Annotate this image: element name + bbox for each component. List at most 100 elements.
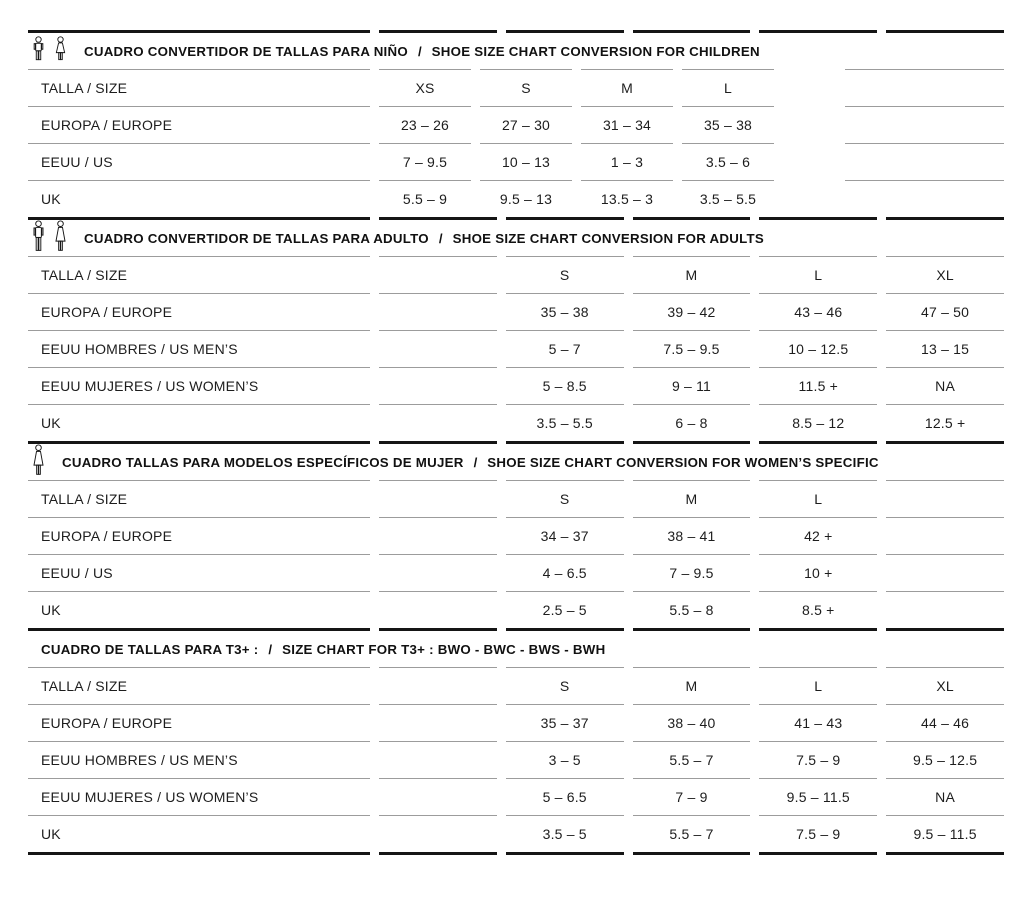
- divider-segment: [632, 480, 751, 481]
- divider-segment: [505, 217, 624, 220]
- size-value-cell: [379, 742, 497, 779]
- size-value-cell: [379, 668, 497, 705]
- table-row: EUROPA / EUROPE 35 – 37 38 – 40 41 – 43 44 –…: [28, 705, 1004, 742]
- row-label: EEUU MUJERES / US WOMEN’S: [28, 368, 370, 405]
- boy-icon: [31, 36, 46, 66]
- section-title-en: SHOE SIZE CHART CONVERSION FOR WOMEN’S S…: [487, 454, 879, 470]
- size-value-cell: 7 – 9.5: [632, 555, 751, 592]
- divider-segment: [379, 30, 497, 33]
- divider-segment: [632, 441, 751, 444]
- table-row: EEUU MUJERES / US WOMEN’S 5 – 6.5 7 – 9 9.5…: [28, 779, 1004, 816]
- size-value-cell: [845, 107, 1004, 144]
- title-separator: /: [268, 641, 273, 657]
- size-value-cell: 10 – 12.5: [759, 331, 878, 368]
- size-value-cell: [886, 481, 1004, 518]
- section-header: CUADRO CONVERTIDOR DE TALLAS PARA ADULTO…: [28, 219, 1004, 257]
- size-value-cell: 5 – 7: [505, 331, 624, 368]
- table-row: UK 5.5 – 9 9.5 – 13 13.5 – 3 3.5 – 5.5: [28, 181, 1004, 217]
- row-label: UK: [41, 191, 61, 207]
- table-row: EUROPA / EUROPE 23 – 26 27 – 30 31 – 34 35 –…: [28, 107, 1004, 144]
- size-value-cell: [845, 70, 1004, 107]
- divider-segment: [505, 441, 624, 444]
- divider-segment: [759, 667, 878, 668]
- section-divider-thick: [28, 217, 1004, 220]
- row-divider: [28, 667, 1004, 668]
- section-title-en: SHOE SIZE CHART CONVERSION FOR ADULTS: [452, 230, 764, 246]
- row-label: TALLA / SIZE: [28, 668, 370, 705]
- size-value-cell: [379, 816, 497, 852]
- size-value-cell: [379, 779, 497, 816]
- size-value-cell: 3 – 5: [505, 742, 624, 779]
- size-value-cell: [379, 518, 497, 555]
- size-value-cell: XL: [886, 257, 1004, 294]
- size-value-cell: 8.5 – 12: [792, 415, 845, 431]
- size-value-cell: 31 – 34: [581, 107, 673, 144]
- size-value-cell: 13.5 – 3: [600, 191, 654, 207]
- size-value-cell: [886, 555, 1004, 592]
- divider-segment: [886, 852, 1004, 855]
- size-value-cell: 3.5 – 5: [542, 826, 587, 842]
- section-title-es: CUADRO TALLAS PARA MODELOS ESPECÍFICOS D…: [62, 454, 464, 470]
- section-adults: CUADRO CONVERTIDOR DE TALLAS PARA ADULTO…: [28, 217, 1004, 441]
- divider-segment: [886, 30, 1004, 33]
- divider-segment: [379, 256, 497, 257]
- row-label: UK: [41, 602, 61, 618]
- size-value-cell: 43 – 46: [759, 294, 878, 331]
- divider-segment: [505, 852, 624, 855]
- size-value-cell: 9 – 11: [632, 368, 751, 405]
- divider-segment: [28, 69, 370, 70]
- title-separator: /: [438, 230, 443, 246]
- size-value-cell: M: [632, 481, 751, 518]
- divider-segment: [759, 256, 878, 257]
- header-icons: [31, 443, 46, 481]
- divider-segment: [28, 256, 370, 257]
- divider-segment: [632, 852, 751, 855]
- row-label: UK: [41, 826, 61, 842]
- row-divider: [28, 256, 1004, 257]
- row-label: TALLA / SIZE: [28, 257, 370, 294]
- size-value-cell: 10 – 13: [480, 144, 572, 181]
- row-label: EUROPA / EUROPE: [28, 705, 370, 742]
- header-icons: [31, 219, 68, 257]
- divider-segment: [28, 217, 370, 220]
- divider-segment: [379, 667, 497, 668]
- row-divider: [28, 69, 1004, 70]
- size-value-cell: 4 – 6.5: [505, 555, 624, 592]
- table-row: EUROPA / EUROPE 34 – 37 38 – 41 42 +: [28, 518, 1004, 555]
- size-value-cell: [845, 181, 1004, 217]
- row-label: EEUU HOMBRES / US MEN’S: [28, 331, 370, 368]
- row-label: EEUU / US: [28, 555, 370, 592]
- divider-segment: [759, 441, 878, 444]
- row-label: EEUU MUJERES / US WOMEN’S: [28, 779, 370, 816]
- divider-segment: [581, 69, 673, 70]
- size-value-cell: 7 – 9: [632, 779, 751, 816]
- row-label: UK: [41, 415, 61, 431]
- size-value-cell: [379, 555, 497, 592]
- woman-icon: [31, 443, 46, 481]
- size-value-cell: 12.5 +: [924, 415, 966, 431]
- size-value-cell: S: [505, 668, 624, 705]
- table-row: EEUU HOMBRES / US MEN’S 5 – 7 7.5 – 9.5 10 …: [28, 331, 1004, 368]
- size-value-cell: [379, 705, 497, 742]
- section-header: CUADRO DE TALLAS PARA T3+ : / SIZE CHART F…: [28, 631, 1004, 667]
- row-label: EEUU / US: [28, 144, 370, 181]
- table-row: EEUU / US 4 – 6.5 7 – 9.5 10 +: [28, 555, 1004, 592]
- size-value-cell: 9.5 – 12.5: [886, 742, 1004, 779]
- size-value-cell: [379, 405, 497, 441]
- table-row: EEUU / US 7 – 9.5 10 – 13 1 – 3 3.5 – 6: [28, 144, 1004, 181]
- divider-segment: [379, 69, 471, 70]
- header-icons: [31, 36, 68, 66]
- woman-icon: [53, 219, 68, 257]
- size-value-cell: 9.5 – 13: [499, 191, 553, 207]
- row-label: EEUU HOMBRES / US MEN’S: [28, 742, 370, 779]
- section-divider-thick: [28, 852, 1004, 855]
- section-divider-thick: [28, 441, 1004, 444]
- divider-segment: [886, 217, 1004, 220]
- size-value-cell: 5.5 – 7: [632, 742, 751, 779]
- divider-segment: [886, 628, 1004, 631]
- divider-segment: [505, 480, 624, 481]
- section-divider-thick: [28, 628, 1004, 631]
- row-label: EUROPA / EUROPE: [28, 107, 370, 144]
- divider-segment: [379, 441, 497, 444]
- size-value-cell: M: [581, 70, 673, 107]
